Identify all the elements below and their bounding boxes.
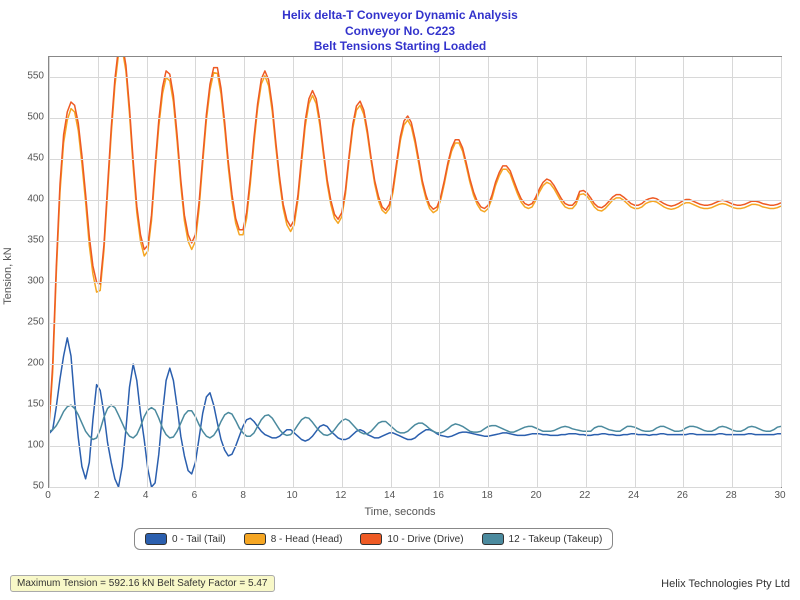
plot-svg xyxy=(49,57,781,487)
legend-label: 0 - Tail (Tail) xyxy=(172,534,226,545)
x-tick-label: 20 xyxy=(530,490,541,501)
x-tick-label: 6 xyxy=(192,490,198,501)
chart-container: Helix delta-T Conveyor Dynamic Analysis … xyxy=(0,0,800,600)
y-tick-label: 400 xyxy=(10,194,44,205)
x-tick-label: 16 xyxy=(433,490,444,501)
plot-area xyxy=(48,56,782,488)
title-line-2: Conveyor No. C223 xyxy=(0,24,800,40)
y-tick-label: 450 xyxy=(10,153,44,164)
chart-title: Helix delta-T Conveyor Dynamic Analysis … xyxy=(0,0,800,55)
x-tick-label: 26 xyxy=(677,490,688,501)
x-axis-label: Time, seconds xyxy=(364,506,435,518)
y-tick-label: 550 xyxy=(10,71,44,82)
x-tick-label: 18 xyxy=(482,490,493,501)
legend: 0 - Tail (Tail) 8 - Head (Head) 10 - Drive… xyxy=(134,528,613,550)
y-tick-label: 250 xyxy=(10,317,44,328)
x-tick-label: 28 xyxy=(726,490,737,501)
x-tick-label: 0 xyxy=(45,490,51,501)
legend-item: 0 - Tail (Tail) xyxy=(145,533,226,545)
y-tick-label: 300 xyxy=(10,276,44,287)
title-line-1: Helix delta-T Conveyor Dynamic Analysis xyxy=(0,8,800,24)
x-tick-label: 12 xyxy=(335,490,346,501)
y-tick-label: 50 xyxy=(10,481,44,492)
status-text: Maximum Tension = 592.16 kN Belt Safety … xyxy=(10,575,275,592)
x-tick-label: 10 xyxy=(286,490,297,501)
legend-swatch xyxy=(244,533,266,545)
title-line-3: Belt Tensions Starting Loaded xyxy=(0,39,800,55)
legend-swatch xyxy=(360,533,382,545)
legend-item: 12 - Takeup (Takeup) xyxy=(482,533,603,545)
x-tick-label: 24 xyxy=(628,490,639,501)
x-tick-label: 22 xyxy=(579,490,590,501)
x-tick-label: 30 xyxy=(774,490,785,501)
y-tick-label: 350 xyxy=(10,235,44,246)
y-tick-label: 150 xyxy=(10,399,44,410)
x-tick-label: 8 xyxy=(240,490,246,501)
x-tick-label: 14 xyxy=(384,490,395,501)
legend-swatch xyxy=(145,533,167,545)
x-tick-label: 2 xyxy=(94,490,100,501)
legend-label: 12 - Takeup (Takeup) xyxy=(509,534,603,545)
legend-label: 10 - Drive (Drive) xyxy=(387,534,463,545)
legend-label: 8 - Head (Head) xyxy=(271,534,343,545)
series-line xyxy=(49,338,781,487)
y-tick-label: 100 xyxy=(10,440,44,451)
x-tick-label: 4 xyxy=(143,490,149,501)
legend-item: 10 - Drive (Drive) xyxy=(360,533,463,545)
legend-item: 8 - Head (Head) xyxy=(244,533,343,545)
footer-text: Helix Technologies Pty Ltd xyxy=(661,578,790,590)
y-tick-label: 200 xyxy=(10,358,44,369)
legend-swatch xyxy=(482,533,504,545)
y-tick-label: 500 xyxy=(10,112,44,123)
